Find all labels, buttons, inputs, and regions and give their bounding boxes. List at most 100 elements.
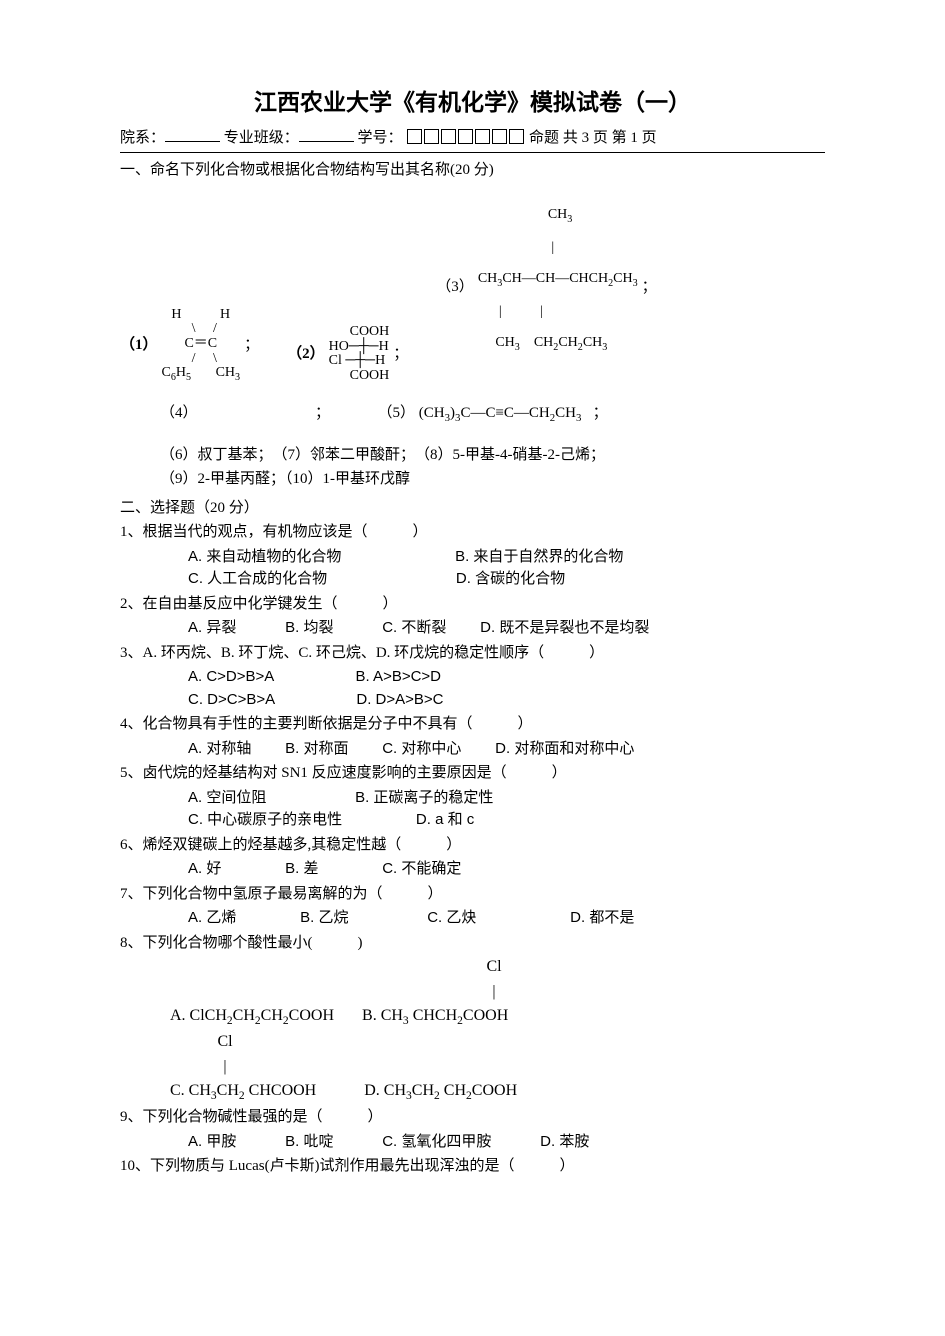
q1: 1、根据当代的观点，有机物应该是（ ） [120, 521, 825, 544]
q4-opt-d[interactable]: D. 对称面和对称中心 [495, 740, 634, 757]
q8-opt-a[interactable]: A. ClCH2CH2CH2COOH [170, 1007, 334, 1024]
q8c-bond: | [170, 1063, 280, 1071]
sub: 3 [602, 342, 607, 353]
chem-text: COOH [472, 1082, 517, 1099]
q7-opt-b[interactable]: B. 乙烷 [300, 909, 348, 926]
chem-text: A. ClCH [170, 1007, 227, 1024]
sid-box[interactable] [441, 129, 456, 144]
q7-opt-c[interactable]: C. 乙炔 [427, 909, 476, 926]
q1-opt-a[interactable]: A. 来自动植物的化合物 [188, 548, 341, 565]
q9-opt-c[interactable]: C. 氢氧化四甲胺 [382, 1133, 491, 1150]
q2-opt-d[interactable]: D. 既不是异裂也不是均裂 [480, 619, 649, 636]
struct-text: CH [558, 335, 577, 350]
q3-opt-b[interactable]: B. A>B>C>D [356, 668, 441, 685]
page-count: 共 3 页 第 1 页 [563, 130, 657, 146]
q3-opt-c[interactable]: C. D>C>B>A [188, 691, 275, 708]
section-1-heading: 一、命名下列化合物或根据化合物结构写出其名称(20 分) [120, 159, 825, 182]
structures-row-1: （1） H H \ / C＝C / \ C6H5 CH3 ； （2） COOH [120, 192, 825, 384]
q8-opt-b[interactable]: B. CH3 CHCH2COOH [362, 1007, 508, 1024]
q5-opt-c[interactable]: C. 中心碳原子的亲电性 [188, 811, 342, 828]
semi: ； [642, 276, 657, 299]
q4-opt-a[interactable]: A. 对称轴 [188, 740, 251, 757]
q5-text: 5、卤代烷的烃基结构对 SN1 反应速度影响的主要原因是（ ） [120, 765, 567, 781]
struct-text: C＝C [162, 337, 241, 352]
q2-opt-a[interactable]: A. 异裂 [188, 619, 236, 636]
q3-opt-a[interactable]: A. C>D>B>A [188, 668, 274, 685]
sid-box[interactable] [458, 129, 473, 144]
q8b-cl: Cl [464, 956, 524, 978]
struct-text: H [176, 365, 186, 380]
q3-opts2: C. D>C>B>A D. D>A>B>C [120, 689, 825, 712]
q7-opt-a[interactable]: A. 乙烯 [188, 909, 236, 926]
dept-label: 院系： [120, 130, 165, 146]
structures-row-2: （4） ； （5） (CH3)3C—C≡C—CH2CH3 ； [120, 402, 825, 426]
q2: 2、在自由基反应中化学键发生（ ） [120, 593, 825, 616]
page-title: 江西农业大学《有机化学》模拟试卷（一） [120, 85, 825, 120]
q6-opt-c[interactable]: C. 不能确定 [382, 860, 461, 877]
q6-opt-b[interactable]: B. 差 [285, 860, 318, 877]
sid-label: 学号： [358, 130, 403, 146]
sid-box[interactable] [492, 129, 507, 144]
chem-text: COOH [289, 1007, 334, 1024]
struct-text: CH [583, 335, 602, 350]
q4-opt-c[interactable]: C. 对称中心 [382, 740, 461, 757]
sub: 3 [567, 214, 572, 225]
class-blank[interactable] [299, 126, 354, 142]
chem-text: (CH [419, 405, 445, 421]
q1-opt-d[interactable]: D. 含碳的化合物 [456, 570, 565, 587]
q9-opts: A. 甲胺 B. 吡啶 C. 氢氧化四甲胺 D. 苯胺 [120, 1131, 825, 1154]
q5-opt-d[interactable]: D. a 和 c [416, 811, 474, 828]
q9-opt-a[interactable]: A. 甲胺 [188, 1133, 236, 1150]
sub: 2 [227, 1015, 233, 1027]
sid-box[interactable] [475, 129, 490, 144]
q5: 5、卤代烷的烃基结构对 SN1 反应速度影响的主要原因是（ ） [120, 762, 825, 785]
structure-1: （1） H H \ / C＝C / \ C6H5 CH3 ； [120, 308, 259, 384]
dept-blank[interactable] [165, 126, 220, 142]
struct-text: CH [478, 271, 497, 286]
q1-opt-c[interactable]: C. 人工合成的化合物 [188, 570, 327, 587]
section-2: 二、选择题（20 分） 1、根据当代的观点，有机物应该是（ ） A. 来自动植物… [120, 497, 825, 1178]
q3-opt-d[interactable]: D. D>A>B>C [356, 691, 443, 708]
section-1: 一、命名下列化合物或根据化合物结构写出其名称(20 分) （1） H H \ /… [120, 159, 825, 491]
sid-box[interactable] [509, 129, 524, 144]
q8-row-ab: A. ClCH2CH2CH2COOH B. CH3 CHCH2COOH [170, 1005, 825, 1029]
sid-box[interactable] [407, 129, 422, 144]
q8-opt-c[interactable]: C. CH3CH2 CHCOOH [170, 1082, 316, 1099]
label-3: （3） [436, 276, 474, 299]
struct-text: | | [478, 304, 638, 319]
chem-text: B. CH [362, 1007, 403, 1024]
q2-opt-b[interactable]: B. 均裂 [285, 619, 333, 636]
semi: ； [593, 405, 608, 421]
struct-text: C [162, 365, 171, 380]
sid-box[interactable] [424, 129, 439, 144]
q7-opts: A. 乙烯 B. 乙烷 C. 乙炔 D. 都不是 [120, 907, 825, 930]
q2-opt-c[interactable]: C. 不断裂 [382, 619, 446, 636]
q8b-bond: | [464, 988, 524, 996]
q5-opt-a[interactable]: A. 空间位阻 [188, 789, 266, 806]
chem-text: C. CH [170, 1082, 211, 1099]
q9-opt-d[interactable]: D. 苯胺 [540, 1133, 589, 1150]
struct-text: CH [478, 207, 567, 222]
struct-text: CH—CH—CHCH [502, 271, 608, 286]
q1-opts: A. 来自动植物的化合物 B. 来自于自然界的化合物 [120, 546, 825, 569]
q7-opt-d[interactable]: D. 都不是 [570, 909, 634, 926]
items-6-8: （6）叔丁基苯； （7）邻苯二甲酸酐； （8）5-甲基-4-硝基-2-己烯； [120, 444, 825, 467]
label-2: （2） [287, 343, 325, 366]
q6-opt-a[interactable]: A. 好 [188, 860, 221, 877]
q1-opt-b[interactable]: B. 来自于自然界的化合物 [455, 548, 623, 565]
class-label: 专业班级： [224, 130, 299, 146]
struct-text: | [478, 240, 638, 255]
q4-opt-b[interactable]: B. 对称面 [285, 740, 348, 757]
struct-text: COOH [329, 369, 390, 384]
author-label: 命题 [529, 130, 559, 146]
header-rule [120, 152, 825, 153]
struct-text: H H [162, 308, 241, 323]
q8-opt-d[interactable]: D. CH3CH2 CH2COOH [364, 1082, 517, 1099]
formula-5: (CH3)3C—C≡C—CH2CH3 [419, 405, 585, 421]
q7: 7、下列化合物中氢原子最易离解的为（ ） [120, 883, 825, 906]
structure-2: （2） COOH HO─┼─H Cl ─┼─H COOH ； [287, 325, 408, 384]
q5-opts1: A. 空间位阻 B. 正碳离子的稳定性 [120, 787, 825, 810]
q9-opt-b[interactable]: B. 吡啶 [285, 1133, 333, 1150]
label-5: （5） [378, 405, 416, 421]
q5-opt-b[interactable]: B. 正碳离子的稳定性 [355, 789, 493, 806]
